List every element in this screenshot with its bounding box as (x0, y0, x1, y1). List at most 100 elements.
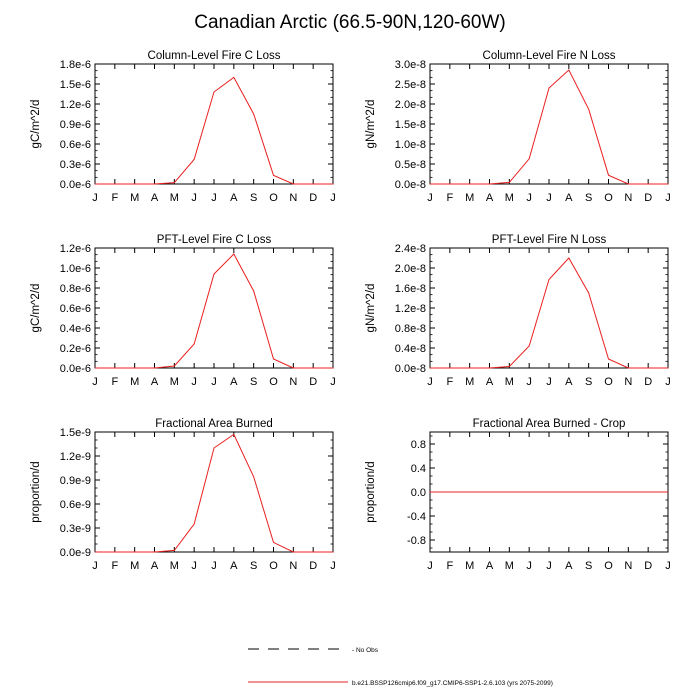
panel-5-ytick-label: 0.9e-9 (60, 475, 91, 487)
panel-5-data-point (332, 551, 334, 553)
panel-4-data-point (568, 257, 570, 259)
panel-2-data-point (548, 87, 550, 89)
panel-6-month-label: J (427, 560, 433, 572)
panel-5-ytick-label: 0.3e-9 (60, 523, 91, 535)
panel-4-ytick-label: 0.0e-8 (395, 363, 426, 375)
panel-2-data-point (627, 183, 629, 185)
panel-4-data-point (469, 367, 471, 369)
panel-2-month-label: D (644, 192, 652, 204)
panel-1-ytick-label: 0.9e-6 (60, 119, 91, 131)
panel-3-series-line (95, 253, 333, 369)
panel-3-frame (94, 247, 334, 369)
panel-3-ytick-label: 1.0e-6 (60, 263, 91, 275)
panel-5-month-label: D (309, 560, 317, 572)
panel-4-ytick-label: 1.2e-8 (395, 303, 426, 315)
panel-1-title: Column-Level Fire C Loss (148, 50, 281, 62)
panel-2-ytick-label: 2.5e-8 (395, 79, 426, 91)
panel-4-frame (429, 247, 669, 369)
panel-3-title: PFT-Level Fire C Loss (157, 234, 272, 246)
panel-1-data-point (134, 183, 136, 185)
panel-1-month-label: J (330, 192, 336, 204)
panel-5-ytick-label: 0.0e-9 (60, 547, 91, 559)
panel-1-data-point (94, 183, 96, 185)
panel-3-month-label: D (309, 376, 317, 388)
panel-6-month-label: D (644, 560, 652, 572)
panel-4-month-label: D (644, 376, 652, 388)
panel-6-data-point (568, 491, 570, 493)
panel-2-data-point (568, 69, 570, 71)
panel-5-month-label: O (269, 560, 278, 572)
panel-2-data-point (489, 183, 490, 185)
panel-6-ytick-label: 0.4 (411, 463, 426, 475)
panel-3-ytick-label: 1.2e-6 (60, 243, 91, 255)
panel-1-data-point (273, 174, 274, 176)
panel-1-ytick-label: 0.6e-6 (60, 139, 91, 151)
panel-6-ytick-label: 0.0 (411, 487, 426, 499)
panel-6-month-label: F (446, 560, 453, 572)
panel-3-month-label: J (330, 376, 336, 388)
panel-5-month-label: J (211, 560, 217, 572)
panel-5-data-point (233, 434, 235, 435)
panel-4-data-point (508, 366, 510, 367)
panel-2-month-label: M (465, 192, 474, 204)
panel-5-month-label: N (289, 560, 297, 572)
panel-2-month-label: J (665, 192, 671, 204)
legend-model-label: b.e21.BSSP126cmip6.f09_g17.CMIP6-SSP1-2.… (352, 680, 553, 687)
panel-6-ytick-label: -0.4 (407, 511, 426, 523)
panel-6-data-point (647, 491, 649, 493)
panel-3-data-point (332, 367, 334, 369)
panel-5-ytick-label: 0.6e-9 (60, 499, 91, 511)
panel-3-data-point (253, 290, 255, 292)
panel-2-data-point (647, 183, 649, 185)
panel-3-month-label: N (289, 376, 297, 388)
panel-6-data-point (627, 491, 629, 493)
panel-6-data-point (608, 491, 609, 493)
panel-6-month-label: S (585, 560, 592, 572)
panel-2-data-point (588, 108, 590, 110)
panel-2-data-point (469, 183, 471, 185)
panel-4-ylabel: gN/m^2/d (365, 284, 377, 333)
panel-2-month-label: F (446, 192, 453, 204)
panel-6-month-label: N (624, 560, 632, 572)
panel-1-data-point (193, 158, 195, 160)
panel-5-title: Fractional Area Burned (155, 418, 273, 430)
figure-title: Canadian Arctic (66.5-90N,120-60W) (194, 12, 506, 33)
panel-1-month-label: A (230, 192, 238, 204)
panel-4-month-label: J (427, 376, 433, 388)
panel-1-data-point (213, 91, 215, 93)
panel-2-month-label: N (624, 192, 632, 204)
panel-2-month-label: A (565, 192, 573, 204)
panel-1-series-line (95, 76, 333, 185)
panel-1-ytick-label: 0.0e-6 (60, 179, 91, 191)
panel-1-ytick-label: 1.2e-6 (60, 99, 91, 111)
panel-6-month-label: J (665, 560, 671, 572)
panel-2-ytick-label: 0.0e-8 (395, 179, 426, 191)
panel-2-frame (429, 63, 669, 185)
panel-3-month-label: S (250, 376, 257, 388)
panel-4-month-label: J (665, 376, 671, 388)
panel-5-month-label: J (92, 560, 98, 572)
panel-6-ytick-label: -0.8 (407, 535, 426, 547)
panel-4-month-label: N (624, 376, 632, 388)
panel-5-data-point (114, 551, 116, 553)
panel-3-data-point (94, 367, 96, 369)
panel-1-month-label: J (211, 192, 217, 204)
panel-5-data-point (94, 551, 96, 553)
panel-3-month-label: F (111, 376, 118, 388)
panel-1-data-point (154, 183, 155, 185)
panel-6-ylabel: proportion/d (365, 461, 377, 522)
panel-3-data-point (114, 367, 116, 369)
panel-1-data-point (233, 76, 235, 78)
panel-1-ytick-label: 1.8e-6 (60, 59, 91, 71)
panel-4-data-point (588, 292, 590, 294)
panel-1-data-point (312, 183, 314, 185)
panel-4-data-point (627, 367, 629, 369)
panel-5-data-point (173, 550, 175, 551)
panel-5-data-point (134, 551, 136, 553)
panel-2-ylabel: gN/m^2/d (365, 100, 377, 149)
panel-3-ytick-label: 0.6e-6 (60, 303, 91, 315)
panel-2-month-label: A (486, 192, 494, 204)
panel-2-data-point (449, 183, 451, 185)
panel-4-month-label: J (526, 376, 532, 388)
panel-6-data-point (469, 491, 471, 493)
